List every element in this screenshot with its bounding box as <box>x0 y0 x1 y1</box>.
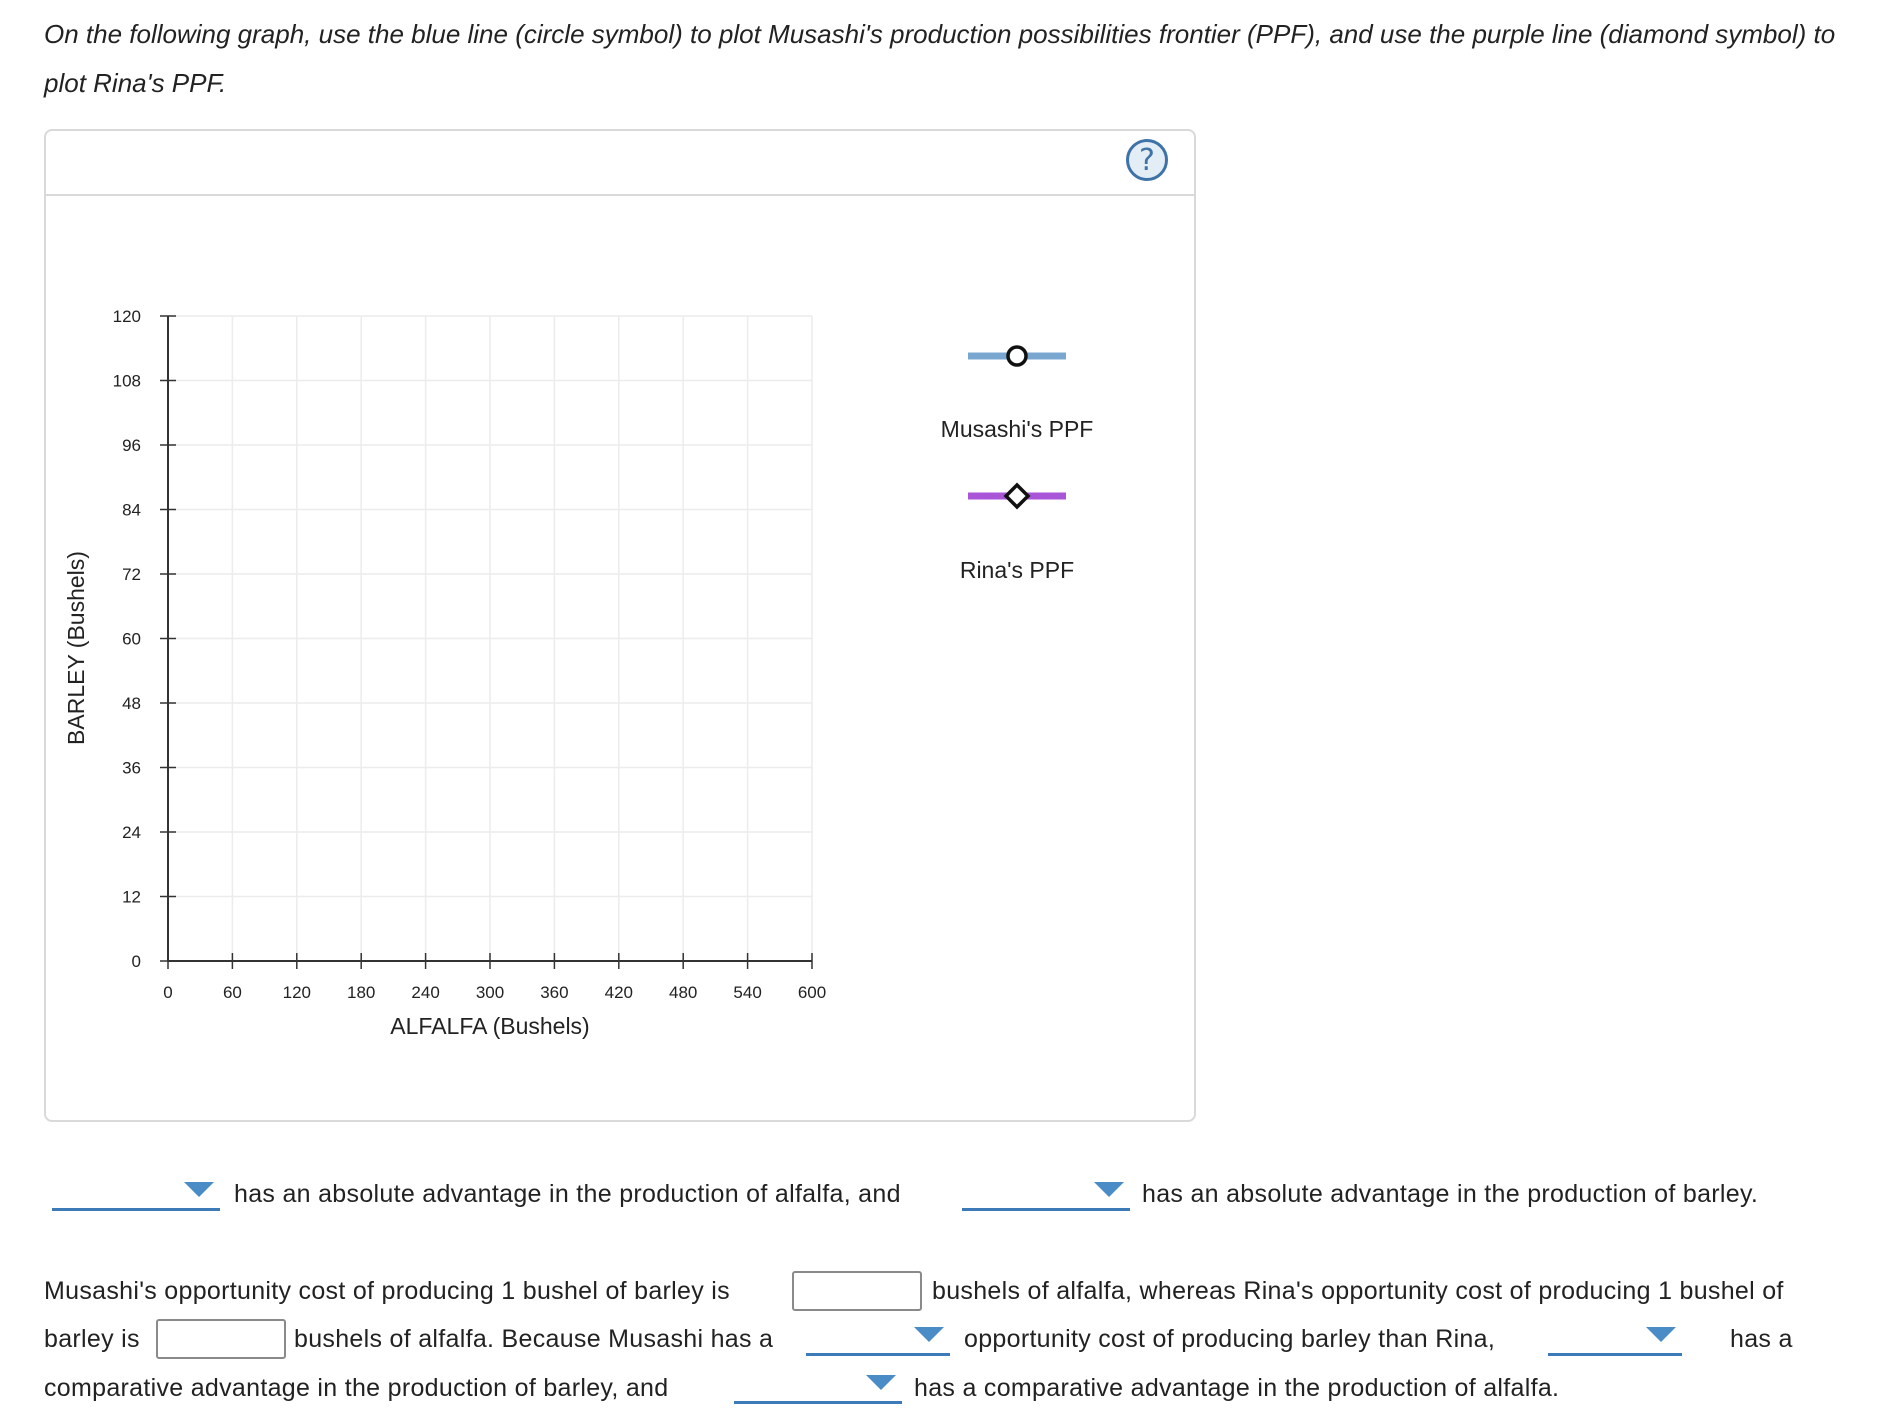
chevron-down-icon <box>1094 1182 1124 1197</box>
help-icon[interactable]: ? <box>1126 139 1168 181</box>
x-tick-label: 480 <box>669 983 697 1002</box>
y-tick-label: 84 <box>122 501 141 520</box>
chevron-down-icon <box>866 1375 896 1390</box>
chevron-down-icon <box>184 1182 214 1197</box>
opportunity-cost-comparison-dropdown[interactable] <box>806 1322 950 1356</box>
x-tick-label: 540 <box>733 983 761 1002</box>
legend-rina-label: Rina's PPF <box>959 557 1075 583</box>
legend-musashi-label: Musashi's PPF <box>940 416 1094 442</box>
alfalfa-absolute-advantage-dropdown[interactable] <box>52 1177 220 1211</box>
chevron-down-icon <box>1646 1327 1676 1342</box>
x-tick-label: 240 <box>411 983 439 1002</box>
rina-opportunity-cost-input[interactable] <box>156 1319 286 1359</box>
barley-absolute-advantage-dropdown[interactable] <box>962 1177 1130 1211</box>
instructions-text: On the following graph, use the blue lin… <box>44 19 1836 98</box>
y-tick-label: 120 <box>113 307 141 326</box>
opportunity-cost-text-2d: has a <box>1730 1325 1793 1353</box>
absolute-advantage-text-1: has an absolute advantage in the product… <box>234 1180 901 1208</box>
y-tick-label: 0 <box>132 952 141 971</box>
y-tick-label: 24 <box>122 823 141 842</box>
x-tick-label: 60 <box>223 983 242 1002</box>
graph-panel-header <box>46 131 1194 196</box>
opportunity-cost-text-1a: Musashi's opportunity cost of producing … <box>44 1277 730 1305</box>
chevron-down-icon <box>914 1327 944 1342</box>
absolute-advantage-text-2: has an absolute advantage in the product… <box>1142 1180 1759 1208</box>
x-tick-label: 120 <box>283 983 311 1002</box>
barley-comparative-advantage-dropdown[interactable] <box>1548 1322 1682 1356</box>
x-tick-label: 0 <box>163 983 172 1002</box>
y-axis-title: BARLEY (Bushels) <box>63 551 89 745</box>
chart-tick-labels: 0 60 120 180 240 300 360 420 480 540 600 0 12 24 36 48 6… <box>113 307 827 1002</box>
x-tick-label: 180 <box>347 983 375 1002</box>
musashi-opportunity-cost-input[interactable] <box>792 1271 922 1311</box>
x-tick-label: 300 <box>476 983 504 1002</box>
legend-musashi-ppf-tool[interactable] <box>968 345 1066 367</box>
chart-axes <box>160 315 813 969</box>
opportunity-cost-text-1b: bushels of alfalfa, whereas Rina's oppor… <box>932 1277 1784 1305</box>
alfalfa-comparative-advantage-dropdown[interactable] <box>734 1370 902 1404</box>
legend-rina-ppf-tool[interactable] <box>968 482 1066 510</box>
chart-grid <box>168 315 813 961</box>
opportunity-cost-text-3a: comparative advantage in the production … <box>44 1374 669 1402</box>
y-tick-label: 60 <box>122 630 141 649</box>
opportunity-cost-text-3b: has a comparative advantage in the produ… <box>914 1374 1560 1402</box>
x-tick-label: 360 <box>540 983 568 1002</box>
opportunity-cost-text-2b: bushels of alfalfa. Because Musashi has … <box>294 1325 774 1353</box>
y-tick-label: 48 <box>122 694 141 713</box>
diamond-marker-icon <box>1003 482 1031 510</box>
x-axis-title: ALFALFA (Bushels) <box>390 1013 589 1039</box>
x-tick-label: 600 <box>798 983 826 1002</box>
y-tick-label: 72 <box>122 565 141 584</box>
y-tick-label: 108 <box>113 372 141 391</box>
circle-marker-icon <box>1006 345 1028 367</box>
x-tick-label: 420 <box>605 983 633 1002</box>
opportunity-cost-text-2c: opportunity cost of producing barley tha… <box>964 1325 1496 1353</box>
opportunity-cost-text-2a: barley is <box>44 1325 140 1353</box>
graph-panel <box>44 129 1196 1122</box>
y-tick-label: 96 <box>122 436 141 455</box>
y-tick-label: 36 <box>122 759 141 778</box>
y-tick-label: 12 <box>122 888 141 907</box>
